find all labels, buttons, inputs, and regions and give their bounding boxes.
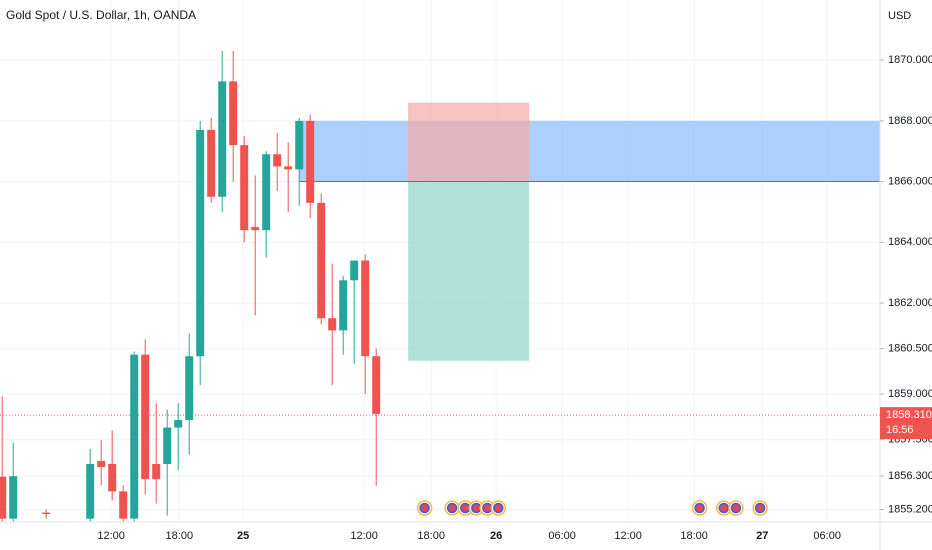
candles — [0, 51, 768, 522]
candle-body — [284, 166, 293, 170]
drawings — [0, 102, 880, 416]
candle-body — [141, 354, 150, 480]
chart-title: Gold Spot / U.S. Dollar, 1h, OANDA — [6, 8, 196, 22]
y-tick-label: 1855.200 — [888, 503, 932, 515]
event-flag — [482, 502, 493, 514]
candle-body — [163, 427, 172, 464]
event-flag — [471, 502, 482, 514]
stop-zone — [408, 102, 530, 182]
event-flag — [694, 502, 705, 514]
event-flag — [419, 502, 430, 514]
event-flag — [460, 502, 471, 514]
y-tick-label: 1870.000 — [888, 54, 932, 66]
candle-body — [350, 260, 359, 281]
x-tick-label: 12:00 — [614, 530, 642, 542]
candle-body — [306, 120, 315, 203]
candle-body — [295, 120, 304, 170]
candle-body — [207, 129, 216, 197]
event-flag — [446, 502, 458, 514]
candle-body — [262, 154, 271, 231]
candle-body — [218, 81, 227, 197]
x-tick-label: 06:00 — [813, 530, 841, 542]
y-tick-label: 1864.000 — [888, 236, 932, 248]
candle-body — [251, 227, 260, 231]
event-flag — [730, 502, 742, 514]
y-tick-label: 1866.000 — [888, 175, 932, 187]
x-tick-label: 18:00 — [680, 530, 708, 542]
candle-body — [361, 260, 370, 357]
zone — [299, 120, 880, 182]
x-tick-label: 12:00 — [97, 530, 125, 542]
x-tick-label: 06:00 — [548, 530, 576, 542]
y-tick-label: 1859.000 — [888, 388, 932, 400]
x-tick-label: 18:00 — [417, 530, 445, 542]
candle-body — [108, 464, 117, 492]
candle-body — [119, 491, 128, 519]
y-tick-label: 1862.000 — [888, 297, 932, 309]
y-tick-label: 1868.000 — [888, 115, 932, 127]
x-tick-label: 12:00 — [350, 530, 378, 542]
x-tick-label: 18:00 — [166, 530, 194, 542]
x-tick-label: 26 — [490, 530, 502, 542]
x-tick-label: 25 — [237, 530, 249, 542]
event-flag — [754, 502, 766, 514]
candle-body — [130, 354, 139, 519]
candle-body — [196, 129, 205, 357]
candle-body — [0, 476, 7, 519]
y-tick-label: 1860.500 — [888, 343, 932, 355]
candle-body — [152, 464, 161, 480]
candle-body — [328, 318, 337, 331]
candle-body — [317, 202, 326, 319]
last-price-badge — [880, 407, 932, 440]
candle-body — [240, 145, 249, 231]
event-flag — [493, 502, 504, 514]
candle-body — [273, 154, 282, 167]
y-tick-label: 1856.300 — [888, 470, 932, 482]
target-zone — [408, 181, 530, 361]
last-price-label: 1858.310 — [886, 409, 932, 421]
candle-body — [42, 512, 51, 515]
candle-body — [9, 476, 18, 519]
candle-body — [372, 356, 381, 414]
candle-body — [339, 280, 348, 331]
candle-body — [229, 81, 238, 146]
candle-body — [86, 464, 95, 519]
countdown: 16:56 — [886, 424, 914, 436]
candle-body — [174, 419, 183, 428]
axis-unit: USD — [888, 10, 911, 22]
event-flag — [718, 502, 730, 514]
candle-body — [185, 356, 194, 420]
x-tick-label: 27 — [756, 530, 768, 542]
candle-body — [97, 460, 106, 468]
